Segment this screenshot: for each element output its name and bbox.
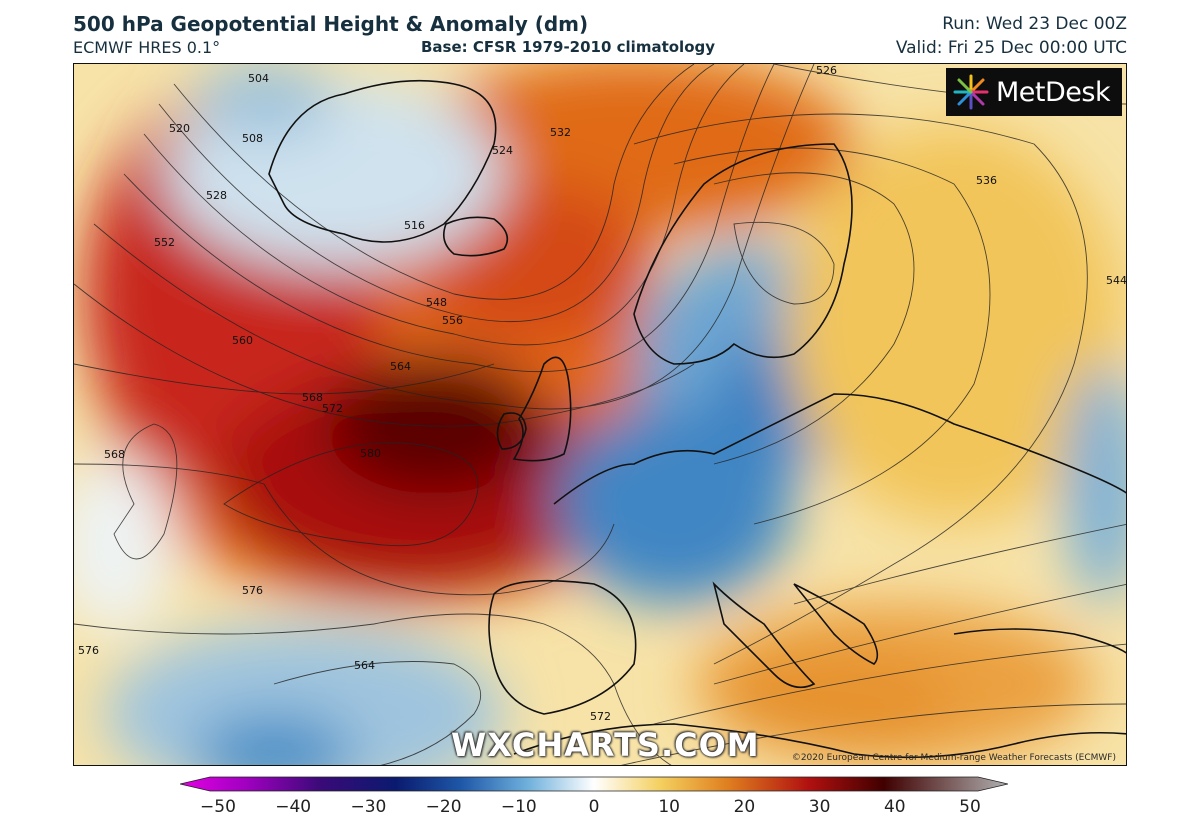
contour-label: 524 [492,144,513,157]
valid-time-label: Valid: Fri 25 Dec 00:00 UTC [895,38,1127,58]
metdesk-logo: MetDesk [946,68,1122,116]
contour-label: 572 [322,402,343,415]
contour-label: 556 [442,314,463,327]
contour-label: 576 [78,644,99,657]
greenland-coast [268,79,497,243]
colorbar-tick-label: 0 [588,797,600,817]
chart-title: 500 hPa Geopotential Height & Anomaly (d… [73,12,589,36]
contour-label: 576 [242,584,263,597]
anomaly-shading [74,64,1126,765]
italy-coast [712,581,816,689]
colorbar [180,776,1008,792]
run-time-label: Run: Wed 23 Dec 00Z [942,14,1127,34]
anomaly-field: 504 508 520 516 524 532 528 526 536 544 … [74,64,1127,765]
contour-label: 520 [169,122,190,135]
colorbar-tick-label: 30 [808,797,831,817]
colorbar-tick-label: −50 [200,797,236,817]
contour-label: 572 [590,710,611,723]
africa-coast [513,723,1126,759]
contour-label: 560 [232,334,253,347]
iceland-coast [443,216,509,257]
climatology-base-label: Base: CFSR 1979-2010 climatology [421,38,716,56]
watermark: WXCHARTS.COM [451,726,760,764]
colorbar-tick-label: −40 [275,797,312,817]
logo-text: MetDesk [996,76,1111,108]
contour-label: 548 [426,296,447,309]
contour-label: 568 [104,448,125,461]
contour-label: 528 [206,189,227,202]
copyright-notice: ©2020 European Centre for Medium-range W… [791,753,1116,763]
contour-labels: 504 508 520 516 524 532 528 526 536 544 … [78,64,1127,723]
contour-label: 544 [1106,274,1127,287]
contour-label: 516 [404,219,425,232]
colorbar-tick-label: 20 [733,797,756,817]
colorbar-tick-label: 40 [883,797,906,817]
colorbar-tick-label: −20 [425,797,462,817]
contour-label: 532 [550,126,571,139]
balkan-coast [793,583,879,665]
colorbar-scale [180,776,1008,792]
colorbar-tick-label: 10 [658,797,681,817]
starburst-logo-icon [953,74,989,110]
contour-label: 564 [354,659,375,672]
contour-label: 536 [976,174,997,187]
iberia-coast [488,579,637,715]
colorbar-tick-label: −10 [500,797,537,817]
turkey-coast [953,628,1126,654]
contour-label: 504 [248,72,269,85]
contour-label: 508 [242,132,263,145]
geopotential-contours [74,64,1126,765]
contour-label: 526 [816,64,837,77]
continent-coast [553,393,1126,505]
contour-label: 564 [390,360,411,373]
contour-label: 568 [302,391,323,404]
contour-label: 580 [360,447,381,460]
colorbar-tick-label: −30 [350,797,387,817]
colorbar-tick-label: 50 [959,797,981,817]
scandinavia-coast [633,143,853,365]
ireland-coast [496,412,527,450]
contour-label: 552 [154,236,175,249]
anomaly-map[interactable]: 504 508 520 516 524 532 528 526 536 544 … [73,63,1127,766]
coastlines [268,79,1126,759]
model-label: ECMWF HRES 0.1° [73,38,221,57]
